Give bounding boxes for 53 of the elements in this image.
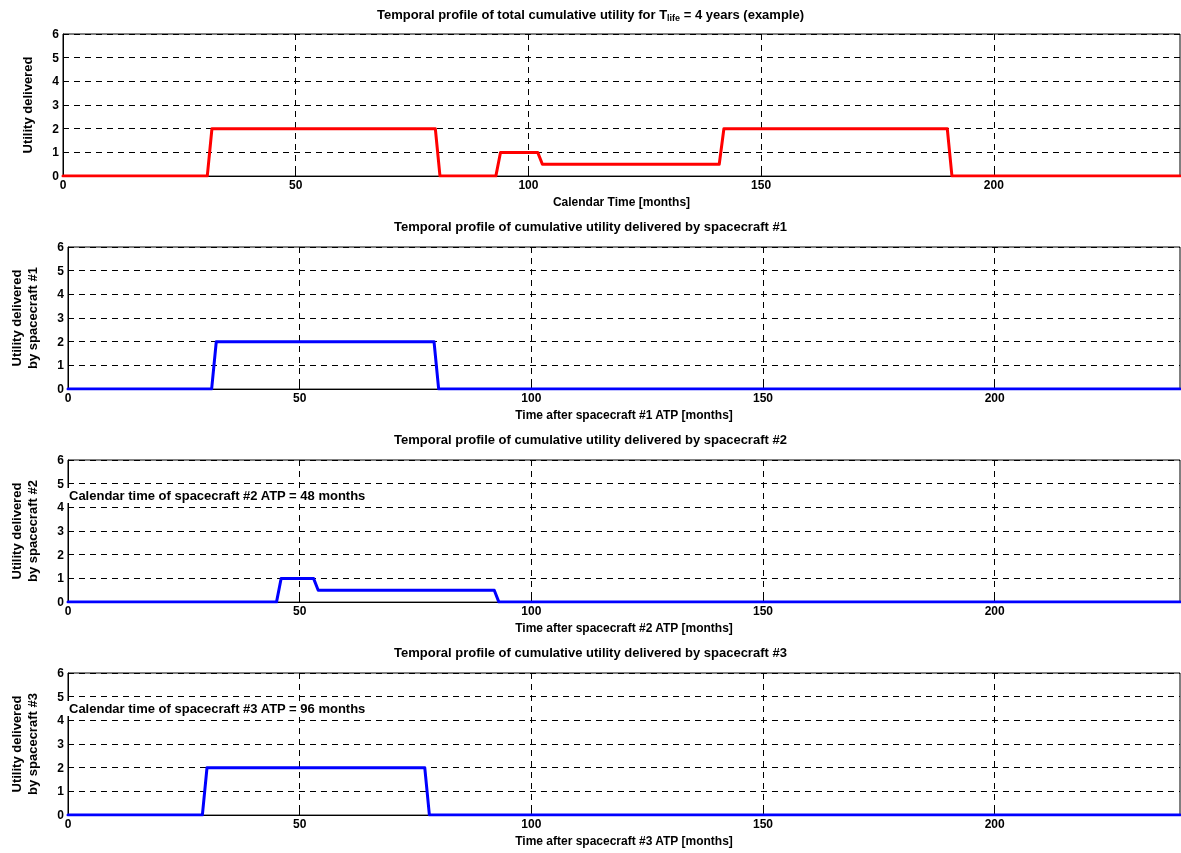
x-tick-label: 100 [521, 817, 542, 832]
x-tick-label: 150 [752, 604, 774, 619]
annotation: Calendar time of spacecraft #2 ATP = 48 months [69, 488, 366, 503]
x-axis-title: Time after spacecraft #3 ATP [months] [515, 834, 733, 848]
x-tick-label: 100 [518, 178, 539, 193]
x-tick-label: 100 [521, 604, 542, 619]
y-tick-label: 5 [57, 476, 65, 491]
y-tick-label: 2 [57, 760, 65, 775]
y-tick-label: 5 [57, 263, 65, 278]
x-axis-title: Calendar Time [months] [552, 195, 691, 209]
x-tick-label: 150 [752, 817, 774, 832]
y-tick-label: 4 [57, 500, 65, 515]
y-tick-label: 3 [57, 737, 65, 752]
y-tick-label: 6 [52, 27, 60, 41]
y-tick-label: 1 [57, 571, 65, 586]
y-tick-label: 5 [57, 689, 65, 704]
x-axis-title: Time after spacecraft #2 ATP [months] [515, 621, 733, 635]
x-tick-label: 50 [289, 178, 303, 193]
y-tick-label: 3 [57, 311, 65, 326]
y-tick-label: 6 [57, 240, 65, 254]
x-tick-label: 150 [751, 178, 772, 193]
chart-title: Temporal profile of cumulative utility delivered by spacecraft #1 [394, 219, 787, 234]
x-tick-label: 200 [984, 604, 1005, 619]
y-tick-label: 1 [52, 145, 60, 160]
y-tick-label: 2 [57, 334, 65, 349]
chart-title: Temporal profile of cumulative utility delivered by spacecraft #2 [394, 432, 787, 447]
x-tick-label: 100 [521, 391, 542, 406]
y-axis-title: Utility delivered by spacecraft #2 [8, 480, 40, 582]
y-axis-title: Utility delivered by spacecraft #1 [8, 267, 40, 369]
y-axis-title: Utility delivered by spacecraft #3 [8, 693, 40, 795]
x-tick-label: 200 [983, 178, 1005, 193]
x-tick-label: 150 [752, 391, 774, 406]
y-tick-label: 2 [57, 547, 65, 562]
y-tick-label: 4 [57, 287, 65, 302]
y-axis-title: Utility delivered [19, 56, 35, 154]
x-tick-label: 200 [984, 817, 1005, 832]
x-tick-label: 200 [984, 391, 1005, 406]
annotation: Calendar time of spacecraft #3 ATP = 96 months [69, 701, 366, 716]
y-tick-label: 6 [57, 666, 65, 680]
chart-title: Temporal profile of cumulative utility delivered by spacecraft #3 [394, 645, 787, 660]
y-tick-label: 3 [52, 98, 60, 113]
x-tick-label: 50 [292, 817, 307, 832]
y-tick-label: 2 [52, 121, 60, 136]
x-axis-title: Time after spacecraft #1 ATP [months] [515, 408, 733, 422]
y-tick-label: 1 [57, 784, 65, 799]
y-tick-label: 5 [52, 50, 60, 65]
y-tick-label: 4 [57, 713, 65, 728]
y-tick-label: 1 [57, 358, 65, 373]
y-tick-label: 6 [57, 453, 65, 467]
y-tick-label: 3 [57, 524, 65, 539]
x-tick-label: 50 [292, 391, 307, 406]
x-tick-label: 50 [292, 604, 307, 619]
y-tick-label: 4 [52, 74, 60, 89]
